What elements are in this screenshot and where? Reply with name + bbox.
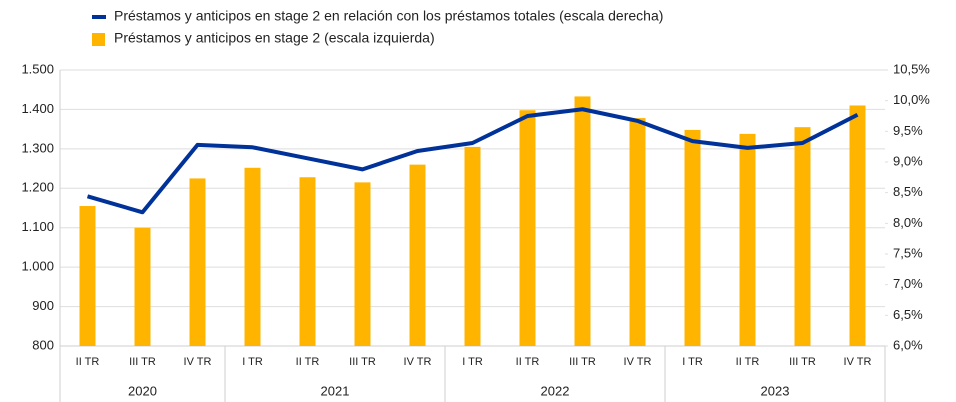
x-tick-label: III TR	[789, 356, 816, 368]
y-tick-label: 1.000	[21, 259, 54, 274]
bar	[519, 110, 536, 347]
x-tick-label: IV TR	[624, 356, 652, 368]
y-tick-label: 1.300	[21, 140, 54, 155]
bar	[79, 206, 96, 346]
bar	[629, 118, 646, 346]
x-tick-label: I TR	[462, 356, 483, 368]
y2-tick-label: 10,0%	[893, 92, 930, 107]
y-tick-label: 900	[32, 298, 54, 313]
y2-tick-label: 8,0%	[893, 215, 923, 230]
legend-marker	[92, 33, 105, 46]
bar	[354, 182, 371, 346]
x-tick-label: III TR	[129, 356, 156, 368]
line	[86, 107, 859, 215]
y2-tick-label: 6,0%	[893, 337, 923, 352]
y2-tick-label: 10,5%	[893, 61, 930, 76]
y-tick-label: 1.200	[21, 180, 54, 195]
x-tick-label: II TR	[736, 356, 760, 368]
bar	[299, 177, 316, 346]
y2-tick-label: 9,5%	[893, 123, 923, 138]
bar	[189, 178, 206, 346]
x-tick-label: I TR	[242, 356, 263, 368]
bar	[244, 167, 261, 346]
x-tick-label: III TR	[569, 356, 596, 368]
bar	[574, 96, 591, 346]
year-label: 2021	[321, 383, 350, 398]
bar	[794, 127, 811, 347]
bar	[849, 105, 866, 346]
x-tick-label: II TR	[76, 356, 100, 368]
legend-label: Préstamos y anticipos en stage 2 (escala…	[114, 30, 435, 46]
x-tick-label: IV TR	[844, 356, 872, 368]
y-tick-label: 1.400	[21, 101, 54, 116]
bar	[134, 227, 151, 346]
y-tick-label: 1.100	[21, 219, 54, 234]
x-tick-label: I TR	[682, 356, 703, 368]
y2-tick-label: 7,5%	[893, 245, 923, 260]
legend-label: Préstamos y anticipos en stage 2 en rela…	[114, 8, 663, 24]
y-tick-label: 800	[32, 337, 54, 352]
year-label: 2022	[541, 383, 570, 398]
x-tick-label: III TR	[349, 356, 376, 368]
x-tick-label: II TR	[516, 356, 540, 368]
y2-tick-label: 6,5%	[893, 307, 923, 322]
y-tick-label: 1.500	[21, 61, 54, 76]
y2-tick-label: 8,5%	[893, 184, 923, 199]
year-label: 2023	[761, 383, 790, 398]
x-tick-label: II TR	[296, 356, 320, 368]
bar	[464, 146, 481, 346]
bar	[739, 133, 756, 346]
y2-tick-label: 7,0%	[893, 276, 923, 291]
x-tick-label: IV TR	[404, 356, 432, 368]
x-tick-label: IV TR	[184, 356, 212, 368]
bar	[409, 164, 426, 346]
year-label: 2020	[128, 383, 157, 398]
y2-tick-label: 9,0%	[893, 153, 923, 168]
bar	[684, 129, 701, 346]
